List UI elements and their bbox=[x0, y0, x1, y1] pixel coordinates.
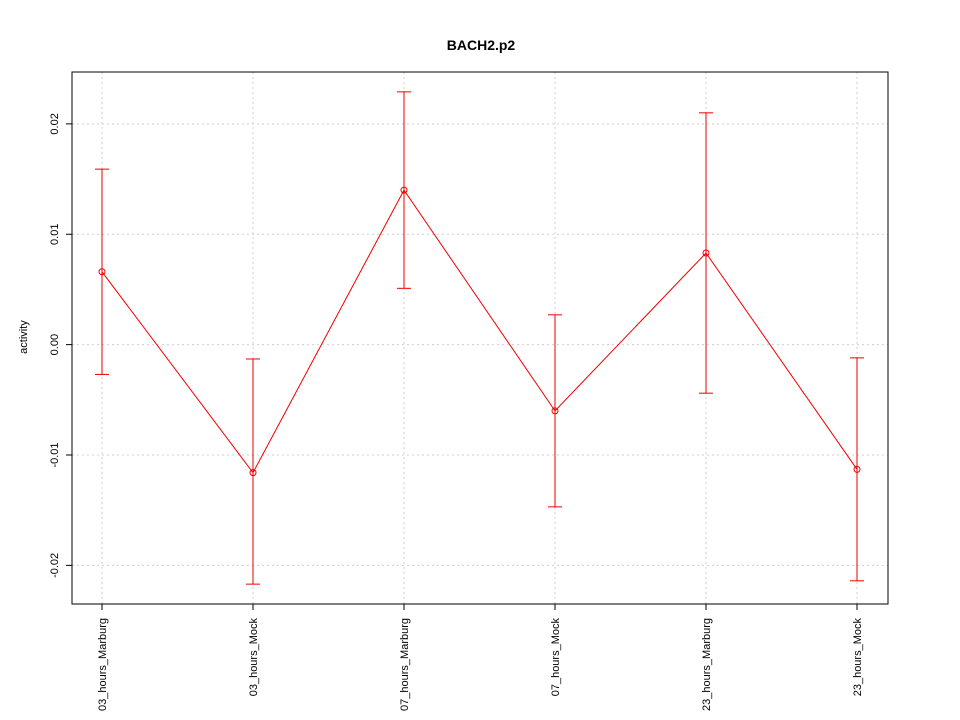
y-tick-label: -0.02 bbox=[49, 553, 61, 578]
x-tick-label: 03_hours_Marburg bbox=[97, 618, 109, 711]
y-axis-label: activity bbox=[18, 320, 30, 354]
y-tick-label: 0.01 bbox=[49, 224, 61, 245]
axes: -0.02 -0.01 0.00 0.01 0.02 03_hours_Marburg 03… bbox=[49, 113, 864, 711]
data-point bbox=[400, 186, 408, 194]
chart-title: BACH2.p2 bbox=[447, 37, 516, 53]
x-tick-label: 23_hours_Mock bbox=[852, 618, 864, 697]
x-tick-label: 03_hours_Mock bbox=[248, 618, 260, 697]
data-series bbox=[95, 91, 864, 585]
x-tick-label: 23_hours_Marburg bbox=[701, 618, 713, 711]
x-tick-label: 07_hours_Mock bbox=[550, 618, 562, 697]
data-point bbox=[853, 465, 861, 473]
data-point bbox=[249, 469, 257, 477]
data-point bbox=[702, 249, 710, 257]
y-tick-label: 0.02 bbox=[49, 113, 61, 134]
y-tick-label: 0.00 bbox=[49, 334, 61, 355]
plot-frame bbox=[71, 71, 889, 605]
x-tick-label: 07_hours_Marburg bbox=[399, 618, 411, 711]
series-line bbox=[101, 189, 858, 474]
y-tick-label: -0.01 bbox=[49, 442, 61, 467]
data-point bbox=[551, 407, 559, 415]
data-point bbox=[98, 268, 106, 276]
